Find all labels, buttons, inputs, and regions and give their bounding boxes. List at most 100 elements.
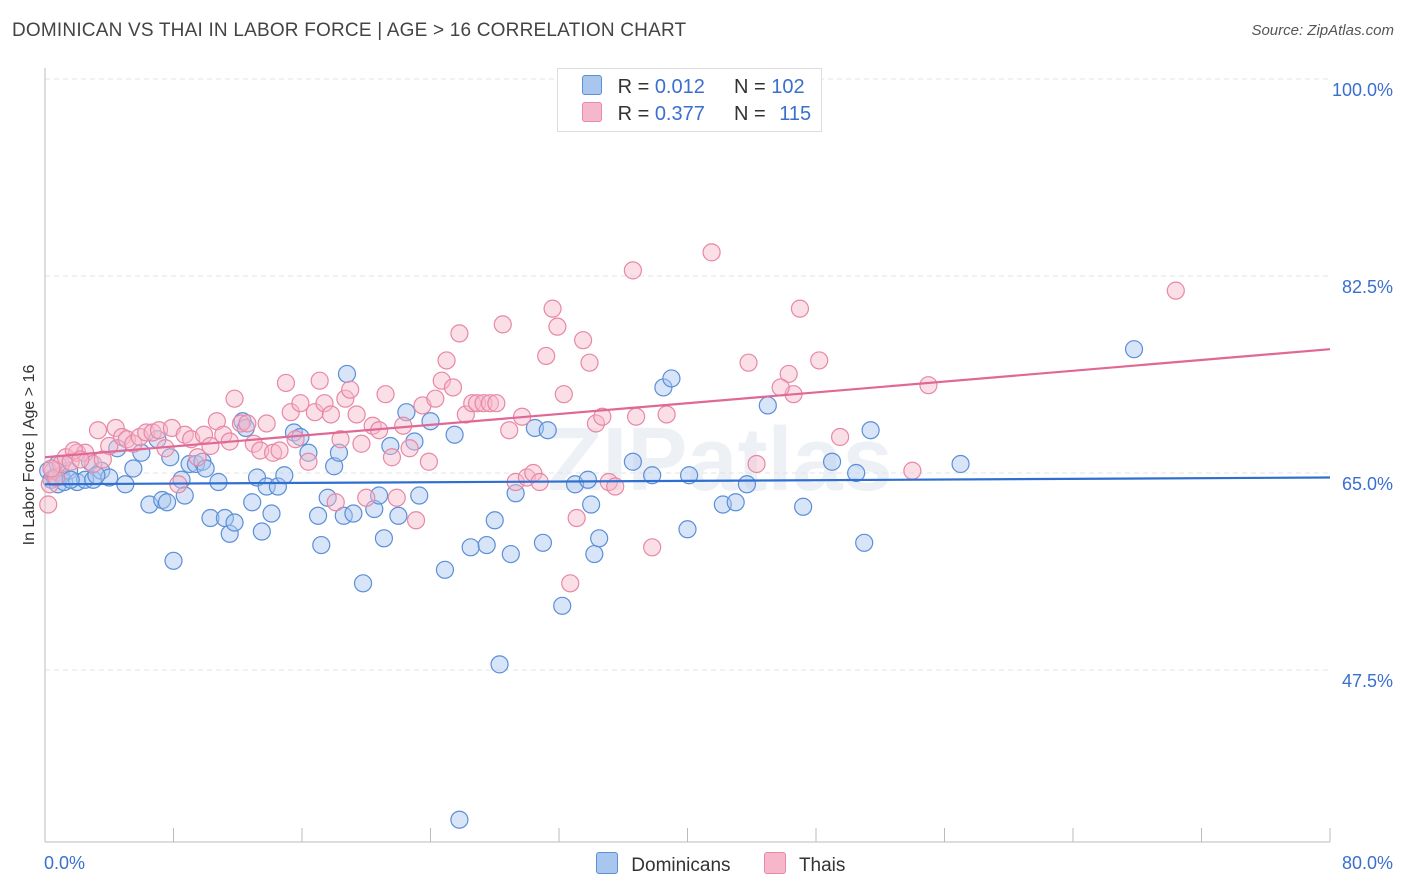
thais-point [357,488,376,507]
dominicans-point [201,508,220,528]
dominicans-point [312,535,331,555]
x-tick-label: 0.0% [44,853,85,873]
dominicans-point [353,574,373,593]
chart-title: DOMINICAN VS THAI IN LABOR FORCE | AGE >… [12,20,687,41]
dominicans-point [855,533,874,552]
dominicans-point [578,470,598,489]
thais-legend-swatch [764,852,786,874]
axes [44,68,1331,843]
y-tick-label: 65.0% [1342,474,1393,494]
thais-point [406,511,426,530]
thais-point [286,430,305,449]
thais-point [88,421,108,440]
thais-point [291,394,310,413]
thais-point [299,452,318,471]
dominicans-point [161,448,180,467]
thais-point [548,317,567,336]
thais-point [480,394,500,413]
dominicans-point [553,596,572,615]
thais-point [771,378,790,397]
thais-point [643,538,662,557]
dominicans-point [435,560,455,579]
dominicans-point [220,524,239,543]
n-label: N = [734,103,766,125]
thais-point [1166,281,1185,300]
thais-point [467,394,487,413]
thais-point [561,574,580,593]
r-value: 0.377 [654,103,705,125]
dominicans-point [445,425,464,444]
thais-point [326,493,345,512]
trend-lines [44,348,1331,486]
thais-point [382,448,402,467]
thais-point [376,385,395,404]
dominicans-point [501,544,520,564]
dominicans-point [794,497,813,516]
dominicans-trend-line [44,476,1331,486]
thais-point [315,394,334,413]
thais-point [100,436,119,456]
thais-point [124,434,143,453]
thais-point [573,331,593,350]
thais-point [626,407,646,426]
thais-point [231,414,251,433]
thais-point [47,468,66,487]
dominicans-point [308,506,328,525]
dominicans-point [678,520,697,539]
dominicans-point [243,493,262,512]
thais-point [336,389,355,408]
dominicans-swatch [582,75,602,95]
y-tick-label: 82.5% [1342,277,1393,297]
thais-points [39,243,1185,593]
thais-point [747,454,766,474]
thais-point [347,405,366,424]
dominicans-point [585,544,604,564]
thais-point [331,430,350,449]
dominicans-point [1124,340,1144,359]
tick-labels: 47.5% 65.0% 82.5% 100.0% 0.0% 80.0% [44,80,1393,873]
legend-label: Dominicans [631,855,731,876]
thais-point [810,351,829,370]
thais-point [554,385,573,404]
dominicans-point [737,475,757,494]
n-label: N = [734,76,766,98]
grid [45,78,1330,671]
dominicans-point [389,506,408,525]
dominicans-point [275,466,294,485]
thais-point [238,414,257,433]
dominicans-point [252,522,271,541]
dominicans-legend-swatch [596,852,618,874]
dominicans-point [861,421,880,440]
thais-point [39,495,58,514]
legend-item-dominicans: Dominicans [596,852,731,877]
dominicans-point [262,504,281,523]
dominicans-point [421,412,440,431]
legend-label: Thais [798,855,846,876]
thais-point [537,346,556,366]
thais-point [106,418,125,438]
thais-point [903,461,922,480]
dominicans-point [410,486,429,505]
n-value: 102 [771,76,805,98]
thais-point [387,488,406,507]
thais-point [426,389,445,408]
thais-point [586,414,606,433]
thais-point [657,405,676,424]
y-tick-label: 47.5% [1342,671,1393,691]
dominicans-point [490,655,509,674]
thais-point [112,427,132,447]
legend-row-thais: R = 0.377 N = 115 [582,102,811,126]
dominicans-point [847,463,866,483]
thais-point [188,448,207,467]
thais-point [321,405,341,424]
dominicans-point [590,529,609,548]
thais-point [543,299,562,318]
dominicans-point [344,504,363,523]
dominicans-points [39,340,1144,829]
dominicans-point [209,472,228,492]
dominicans-point [951,454,970,474]
dominicans-point [397,403,416,422]
thais-point [702,243,721,262]
thais-point [500,421,519,440]
thais-point [310,371,329,390]
